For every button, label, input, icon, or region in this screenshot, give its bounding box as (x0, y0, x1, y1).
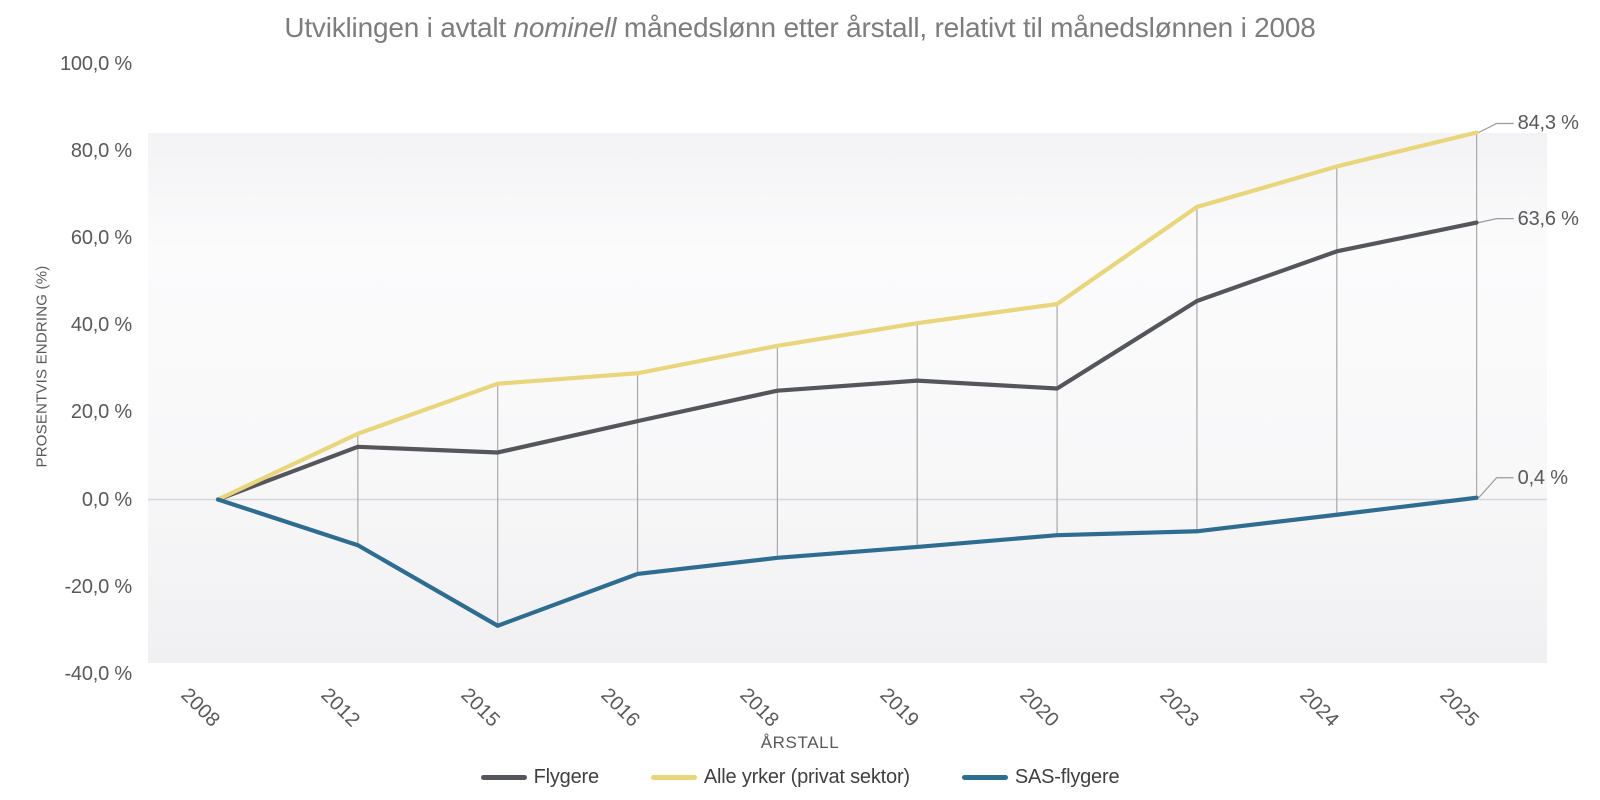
series-line-Alle yrker (privat sektor) (215, 130, 1479, 502)
y-tick-label: 20,0 % (70, 401, 132, 424)
legend-item-Flygere: Flygere (480, 766, 599, 789)
y-tick-label: -20,0 % (64, 575, 132, 598)
y-tick-label: 40,0 % (70, 314, 132, 337)
leader-line-SAS-flygere (1478, 477, 1514, 499)
legend-line-swatch (480, 775, 527, 780)
end-label-Alle yrker (privat sektor): 84,3 % (1517, 112, 1579, 135)
end-label-SAS-flygere: 0,4 % (1517, 466, 1568, 489)
y-tick-label: -40,0 % (64, 662, 132, 685)
chart-title: Utviklingen i avtalt nominell månedslønn… (0, 12, 1600, 44)
legend-item-Alle yrker (privat sektor): Alle yrker (privat sektor) (650, 766, 910, 789)
y-tick-label: 60,0 % (70, 227, 132, 250)
end-label-Flygere: 63,6 % (1517, 207, 1579, 230)
chart-title-italic-word: nominell (513, 12, 617, 43)
plot-background (148, 133, 1547, 663)
chart-title-suffix: månedslønn etter årstall, relativt til m… (616, 12, 1316, 43)
legend-label: Alle yrker (privat sektor) (703, 766, 910, 788)
chart-legend: Flygere Alle yrker (privat sektor) SAS-fly… (0, 766, 1600, 789)
legend-line-swatch (961, 775, 1008, 780)
leader-line-Alle yrker (privat sektor) (1478, 122, 1514, 134)
chart-title-prefix: Utviklingen i avtalt (284, 12, 514, 43)
legend-item-SAS-flygere: SAS-flygere (961, 766, 1120, 789)
legend-label: SAS-flygere (1014, 766, 1120, 788)
y-tick-label: 0,0 % (81, 488, 132, 511)
series-line-SAS-flygere (215, 495, 1479, 628)
x-axis-title: ÅRSTALL (760, 733, 840, 752)
y-axis-title: PROSENTVIS ENDRING (%) (33, 265, 51, 468)
legend-line-swatch (650, 775, 697, 780)
series-line-Flygere (215, 220, 1479, 502)
y-tick-label: 80,0 % (70, 140, 132, 163)
legend-label: Flygere (533, 766, 599, 788)
leader-line-Flygere (1478, 218, 1514, 224)
y-tick-label: 100,0 % (60, 53, 132, 76)
